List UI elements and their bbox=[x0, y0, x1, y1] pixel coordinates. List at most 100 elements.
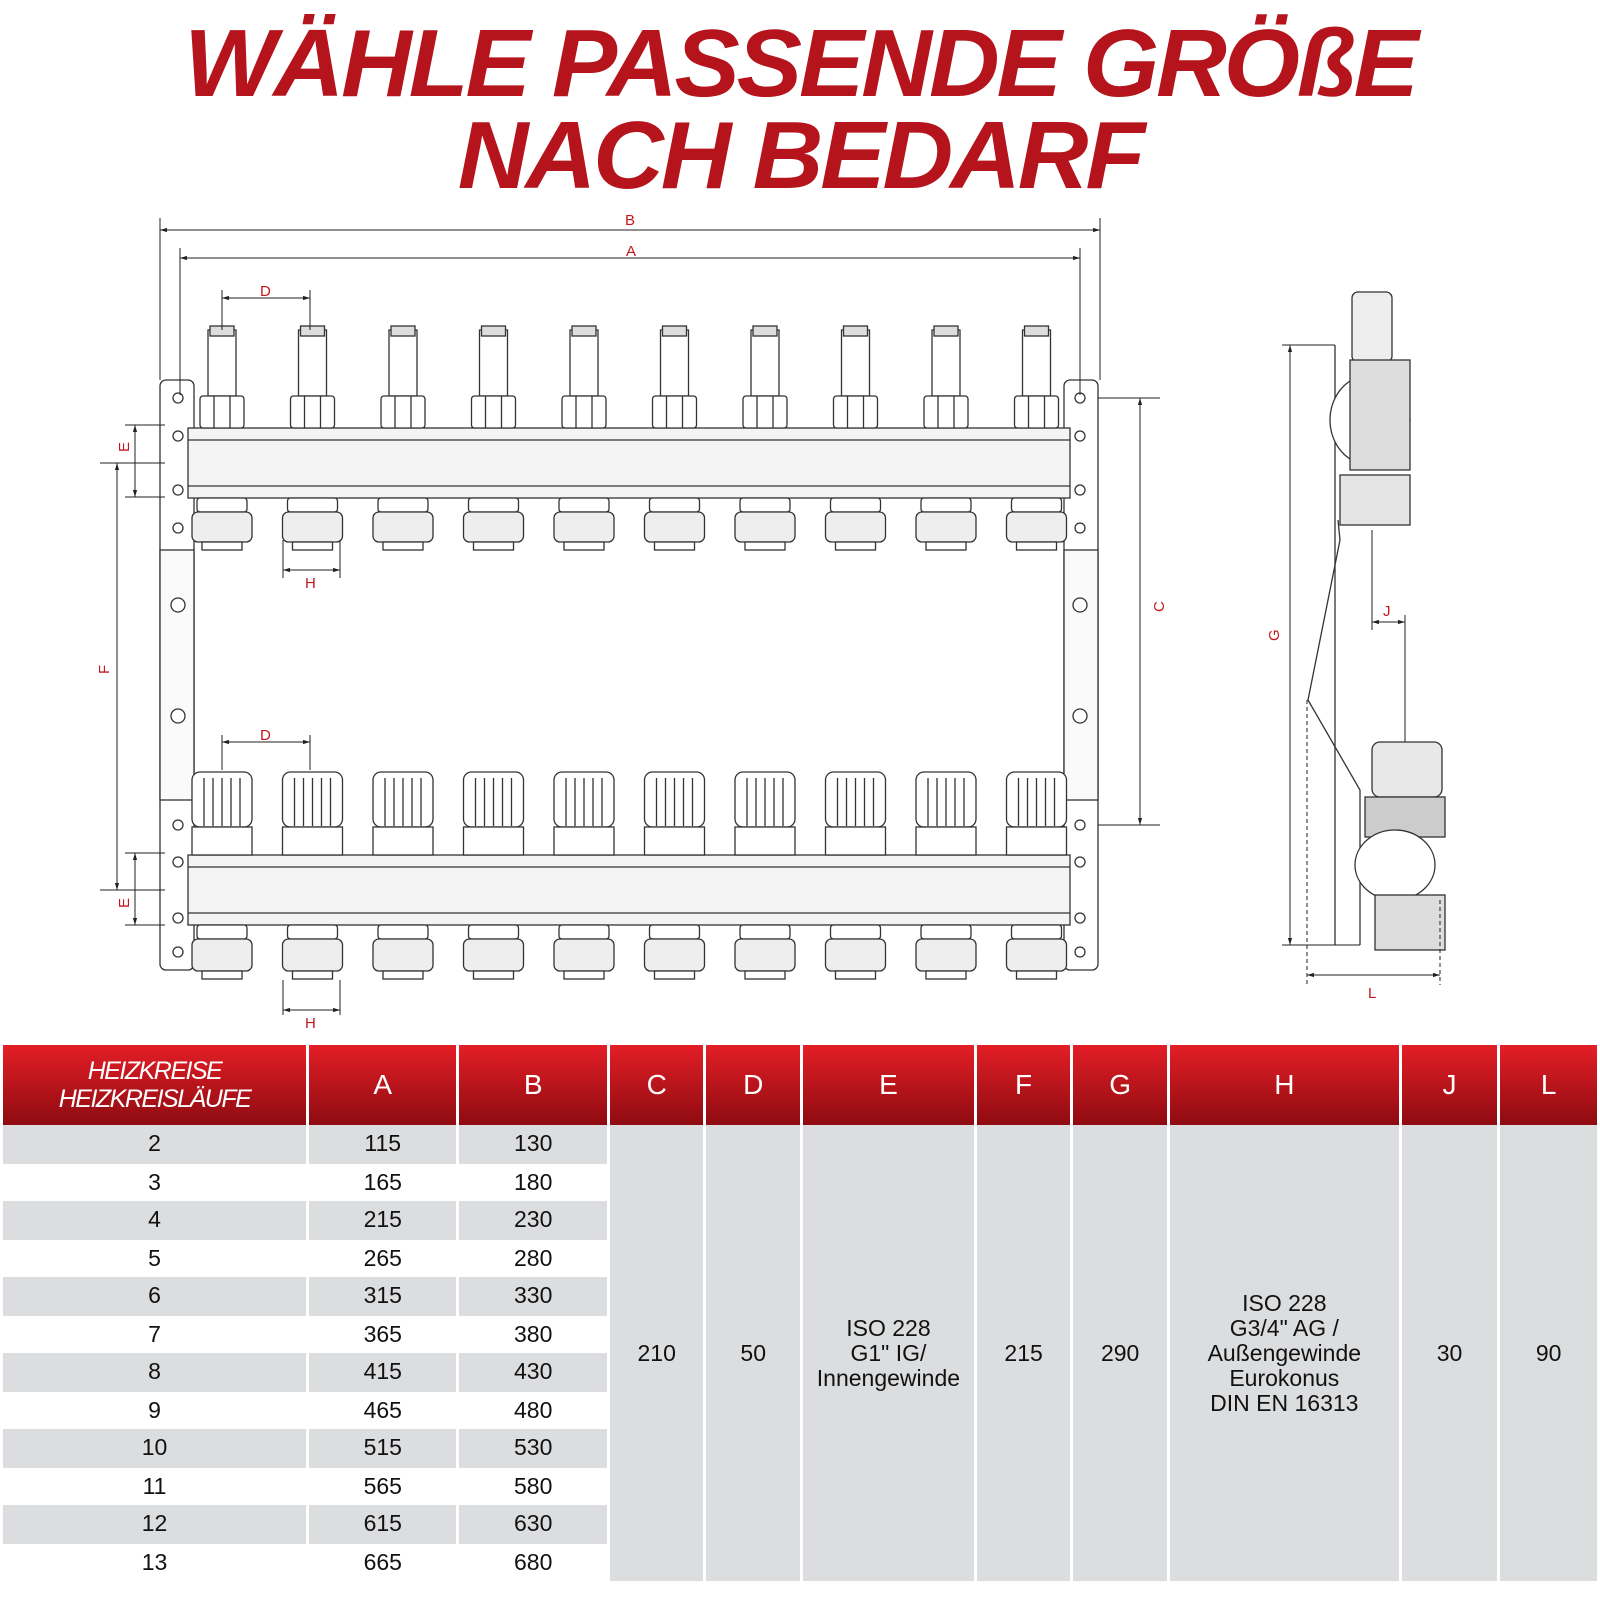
flow-meter bbox=[931, 329, 961, 397]
dim-label-l: L bbox=[1368, 985, 1376, 1002]
circuit-6 bbox=[553, 325, 615, 980]
eurokonus-fitting bbox=[824, 511, 887, 543]
table-header-row: HEIZKREISE HEIZKREISLÄUFE A B C D E F G H… bbox=[3, 1045, 1597, 1125]
flow-meter bbox=[297, 329, 328, 397]
screw-icon bbox=[1074, 819, 1086, 831]
table-row: 2 115 130 210 50 ISO 228 G1" IG/Innengewinde 21… bbox=[3, 1125, 1597, 1581]
circuit-5 bbox=[462, 325, 525, 980]
cell-a: 465 bbox=[309, 1390, 457, 1429]
table-row: 8 415 430 bbox=[3, 1353, 1597, 1391]
dim-label-j: J bbox=[1383, 603, 1391, 620]
circuit-10 bbox=[915, 325, 977, 980]
dim-label-h-bottom: H bbox=[305, 1015, 316, 1032]
cell-b: 330 bbox=[459, 1277, 607, 1315]
circuit-4 bbox=[372, 325, 434, 980]
cell-shared-l: 90 bbox=[1500, 1125, 1597, 1581]
cell-a: 565 bbox=[309, 1466, 457, 1505]
dim-label-f: F bbox=[96, 665, 113, 674]
eurokonus-fitting bbox=[281, 511, 344, 543]
cell-b: 230 bbox=[459, 1201, 607, 1239]
cell-line: G1" IG/ bbox=[850, 1339, 927, 1366]
header-l: L bbox=[1500, 1045, 1597, 1125]
flow-meter bbox=[1021, 329, 1052, 397]
flow-meter bbox=[750, 329, 780, 397]
cell-b: 280 bbox=[459, 1238, 607, 1277]
cell-shared-c: 210 bbox=[609, 1125, 704, 1581]
header-d: D bbox=[706, 1045, 800, 1125]
screw-icon bbox=[1074, 430, 1086, 442]
dimension-table: HEIZKREISE HEIZKREISLÄUFE A B C D E F G H… bbox=[0, 1045, 1600, 1581]
cell-a: 315 bbox=[309, 1277, 457, 1315]
circuit-11 bbox=[1005, 325, 1068, 980]
cell-line: DIN EN 16313 bbox=[1210, 1389, 1359, 1416]
table-row: 9 465 480 bbox=[3, 1390, 1597, 1429]
screw-icon bbox=[1074, 946, 1086, 958]
flow-meter-nut bbox=[923, 395, 969, 429]
cell-a: 365 bbox=[309, 1314, 457, 1353]
cell-shared-j: 30 bbox=[1401, 1125, 1498, 1581]
eurokonus-fitting bbox=[915, 938, 977, 972]
cell-b: 580 bbox=[459, 1466, 607, 1505]
header-e: E bbox=[803, 1045, 974, 1125]
flow-meter bbox=[569, 329, 599, 397]
dim-label-d-top: D bbox=[260, 283, 271, 300]
cell-b: 530 bbox=[459, 1429, 607, 1467]
header-a: A bbox=[309, 1045, 457, 1125]
table-row: 10 515 530 bbox=[3, 1429, 1597, 1467]
eurokonus-fitting bbox=[372, 938, 434, 972]
flow-meter bbox=[659, 329, 690, 397]
eurokonus-fitting bbox=[281, 938, 344, 972]
supply-bar bbox=[187, 427, 1071, 499]
table-row: 5 265 280 bbox=[3, 1238, 1597, 1277]
circuit-2 bbox=[191, 325, 253, 980]
cell-line: G3/4" AG / bbox=[1229, 1314, 1339, 1341]
flow-meter bbox=[388, 329, 418, 397]
eurokonus-fitting bbox=[643, 511, 706, 543]
eurokonus-fitting bbox=[553, 938, 615, 972]
screw-icon bbox=[172, 946, 184, 958]
screw-icon bbox=[172, 484, 184, 496]
cell-shared-f: 215 bbox=[976, 1125, 1071, 1581]
circuit-9 bbox=[824, 325, 887, 980]
screw-icon bbox=[172, 912, 184, 924]
cell-n: 6 bbox=[3, 1277, 307, 1315]
screw-icon bbox=[1074, 856, 1086, 868]
cell-n: 2 bbox=[3, 1125, 307, 1163]
eurokonus-fitting bbox=[734, 511, 796, 543]
flow-meter-nut bbox=[561, 395, 607, 429]
eurokonus-fitting bbox=[191, 511, 253, 543]
cell-n: 11 bbox=[3, 1466, 307, 1505]
eurokonus-fitting bbox=[191, 938, 253, 972]
side-view bbox=[1307, 291, 1446, 951]
cell-b: 180 bbox=[459, 1162, 607, 1201]
cell-n: 12 bbox=[3, 1505, 307, 1543]
cell-a: 665 bbox=[309, 1542, 457, 1581]
cell-a: 415 bbox=[309, 1353, 457, 1391]
table-row: 13 665 680 bbox=[3, 1542, 1597, 1581]
cell-line: ISO 228 bbox=[1242, 1289, 1327, 1316]
header-j: J bbox=[1401, 1045, 1498, 1125]
header-c: C bbox=[609, 1045, 704, 1125]
cell-shared-e: ISO 228 G1" IG/Innengewinde bbox=[803, 1125, 974, 1581]
table-row: 4 215 230 bbox=[3, 1201, 1597, 1239]
cell-n: 7 bbox=[3, 1314, 307, 1353]
flow-meter bbox=[207, 329, 237, 397]
return-bar bbox=[187, 854, 1071, 926]
cell-n: 5 bbox=[3, 1238, 307, 1277]
table-row: 12 615 630 bbox=[3, 1505, 1597, 1543]
cell-a: 615 bbox=[309, 1505, 457, 1543]
header-heizkreise: HEIZKREISE HEIZKREISLÄUFE bbox=[3, 1045, 307, 1125]
dim-label-h-top: H bbox=[305, 575, 316, 592]
cell-shared-g: 290 bbox=[1073, 1125, 1167, 1581]
table-row: 11 565 580 bbox=[3, 1466, 1597, 1505]
flow-meter-nut bbox=[651, 395, 698, 429]
cell-line: Außengewinde bbox=[1207, 1339, 1362, 1366]
cell-line: Innengewinde bbox=[816, 1364, 961, 1391]
table-row: 6 315 330 bbox=[3, 1277, 1597, 1315]
eurokonus-fitting bbox=[734, 938, 796, 972]
screw-icon bbox=[1074, 484, 1086, 496]
screw-icon bbox=[172, 392, 184, 404]
cell-line: Eurokonus bbox=[1229, 1364, 1340, 1391]
eurokonus-fitting bbox=[824, 938, 887, 972]
screw-icon bbox=[172, 430, 184, 442]
